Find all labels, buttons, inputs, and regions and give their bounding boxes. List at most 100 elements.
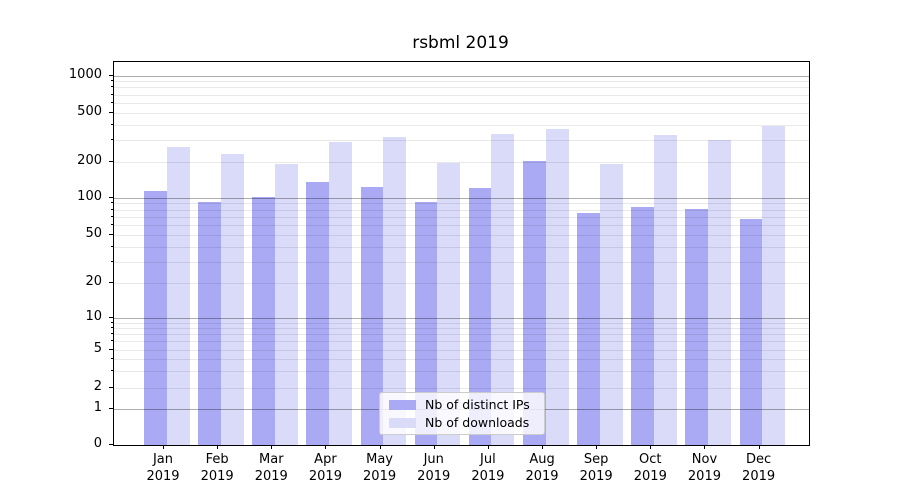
x-tick-mark	[758, 445, 760, 449]
legend: Nb of distinct IPs Nb of downloads	[379, 392, 545, 435]
y-tick-mark	[109, 408, 113, 409]
bar-downloads	[383, 137, 407, 445]
y-tick-label: 1000	[68, 66, 102, 82]
gridline-minor	[114, 283, 809, 284]
y-minor-tick-mark	[110, 161, 113, 162]
gridline-major	[114, 75, 809, 77]
legend-label-distinct-ips: Nb of distinct IPs	[425, 397, 530, 412]
bar-distinct-ips	[631, 206, 654, 445]
x-tick-mark	[433, 445, 435, 449]
x-tick-mark	[325, 445, 327, 449]
gridline-minor	[114, 81, 809, 83]
y-minor-tick-mark	[110, 139, 113, 141]
bar-downloads	[762, 125, 786, 445]
bar-distinct-ips	[523, 161, 546, 445]
y-tick-label: 5	[93, 340, 102, 356]
bar-distinct-ips	[577, 213, 600, 445]
y-minor-tick-mark	[110, 123, 113, 125]
gridline-minor	[114, 261, 809, 263]
y-tick-label: 50	[85, 226, 102, 241]
gridline-major	[114, 197, 809, 199]
legend-swatch-distinct-ips	[389, 399, 416, 410]
bar-distinct-ips	[468, 188, 492, 445]
legend-item-distinct-ips: Nb of distinct IPs	[389, 397, 544, 412]
y-tick-label: 2	[93, 378, 102, 394]
gridline-minor	[114, 334, 809, 336]
gridline-minor	[114, 87, 809, 89]
y-minor-tick-mark	[110, 333, 113, 335]
x-tick-label: Sep 2019	[579, 452, 613, 484]
y-minor-tick-mark	[110, 234, 113, 235]
bar-downloads	[653, 135, 677, 445]
y-minor-tick-mark	[110, 282, 113, 283]
gridline-minor	[114, 102, 809, 104]
y-minor-tick-mark	[110, 86, 113, 88]
gridline-minor	[114, 225, 809, 227]
gridline-minor	[114, 203, 809, 205]
plot-area: Nb of distinct IPs Nb of downloads	[113, 61, 810, 446]
x-tick-label: Jan 2019	[146, 452, 180, 484]
x-tick-label: Apr 2019	[308, 452, 342, 484]
y-tick-mark	[109, 196, 113, 198]
y-minor-tick-mark	[110, 101, 113, 103]
gridline-minor	[114, 235, 809, 236]
x-tick-mark	[596, 445, 598, 449]
x-tick-mark	[704, 445, 706, 449]
x-tick-label: Oct 2019	[633, 452, 667, 484]
y-tick-label: 500	[77, 103, 102, 119]
gridline-minor	[114, 370, 809, 372]
x-tick-mark	[217, 445, 219, 449]
gridline-minor	[114, 358, 809, 360]
bar-distinct-ips	[685, 208, 708, 445]
y-minor-tick-mark	[110, 386, 113, 388]
y-tick-mark	[109, 74, 113, 76]
gridline-minor	[114, 322, 809, 324]
x-tick-mark	[487, 445, 489, 449]
y-minor-tick-mark	[110, 340, 113, 342]
x-tick-mark	[163, 445, 164, 449]
y-minor-tick-mark	[110, 260, 113, 262]
gridline-minor	[114, 140, 809, 142]
bar-distinct-ips	[414, 202, 438, 445]
x-tick-mark	[379, 445, 381, 449]
y-minor-tick-mark	[110, 327, 113, 329]
y-tick-mark	[109, 444, 113, 445]
bar-distinct-ips	[252, 196, 275, 445]
bar-downloads	[328, 141, 352, 445]
y-minor-tick-mark	[110, 202, 113, 204]
bar-distinct-ips	[360, 186, 384, 445]
x-tick-label: Aug 2019	[525, 452, 559, 484]
bar-downloads	[599, 163, 623, 445]
x-tick-mark	[650, 445, 652, 449]
y-minor-tick-mark	[110, 369, 113, 371]
chart-title: rsbml 2019	[412, 33, 509, 53]
y-minor-tick-mark	[110, 80, 113, 82]
x-tick-label: Mar 2019	[254, 452, 288, 484]
legend-swatch-downloads	[389, 417, 416, 428]
gridline-minor	[114, 246, 809, 248]
x-tick-label: Feb 2019	[200, 452, 234, 484]
bar-downloads	[437, 163, 461, 445]
x-tick-label: Jul 2019	[471, 452, 505, 484]
y-minor-tick-mark	[110, 348, 113, 350]
bar-downloads	[545, 129, 569, 445]
x-tick-label: Jun 2019	[417, 452, 451, 484]
y-tick-label: 20	[85, 274, 102, 289]
y-minor-tick-mark	[110, 321, 113, 323]
legend-item-downloads: Nb of downloads	[389, 415, 544, 430]
bar-distinct-ips	[739, 219, 763, 445]
gridline-minor	[114, 387, 809, 389]
y-minor-tick-mark	[110, 357, 113, 359]
x-tick-label: Dec 2019	[742, 452, 776, 484]
y-tick-label: 1	[93, 400, 102, 415]
bar-downloads	[707, 140, 731, 445]
y-tick-label: 0	[93, 436, 102, 451]
gridline-minor	[114, 209, 809, 211]
gridline-minor	[114, 124, 809, 126]
bar-distinct-ips	[306, 182, 329, 445]
gridline-minor	[114, 216, 809, 218]
y-tick-label: 100	[77, 188, 102, 204]
bar-downloads	[491, 133, 515, 445]
bar-downloads	[220, 154, 244, 445]
